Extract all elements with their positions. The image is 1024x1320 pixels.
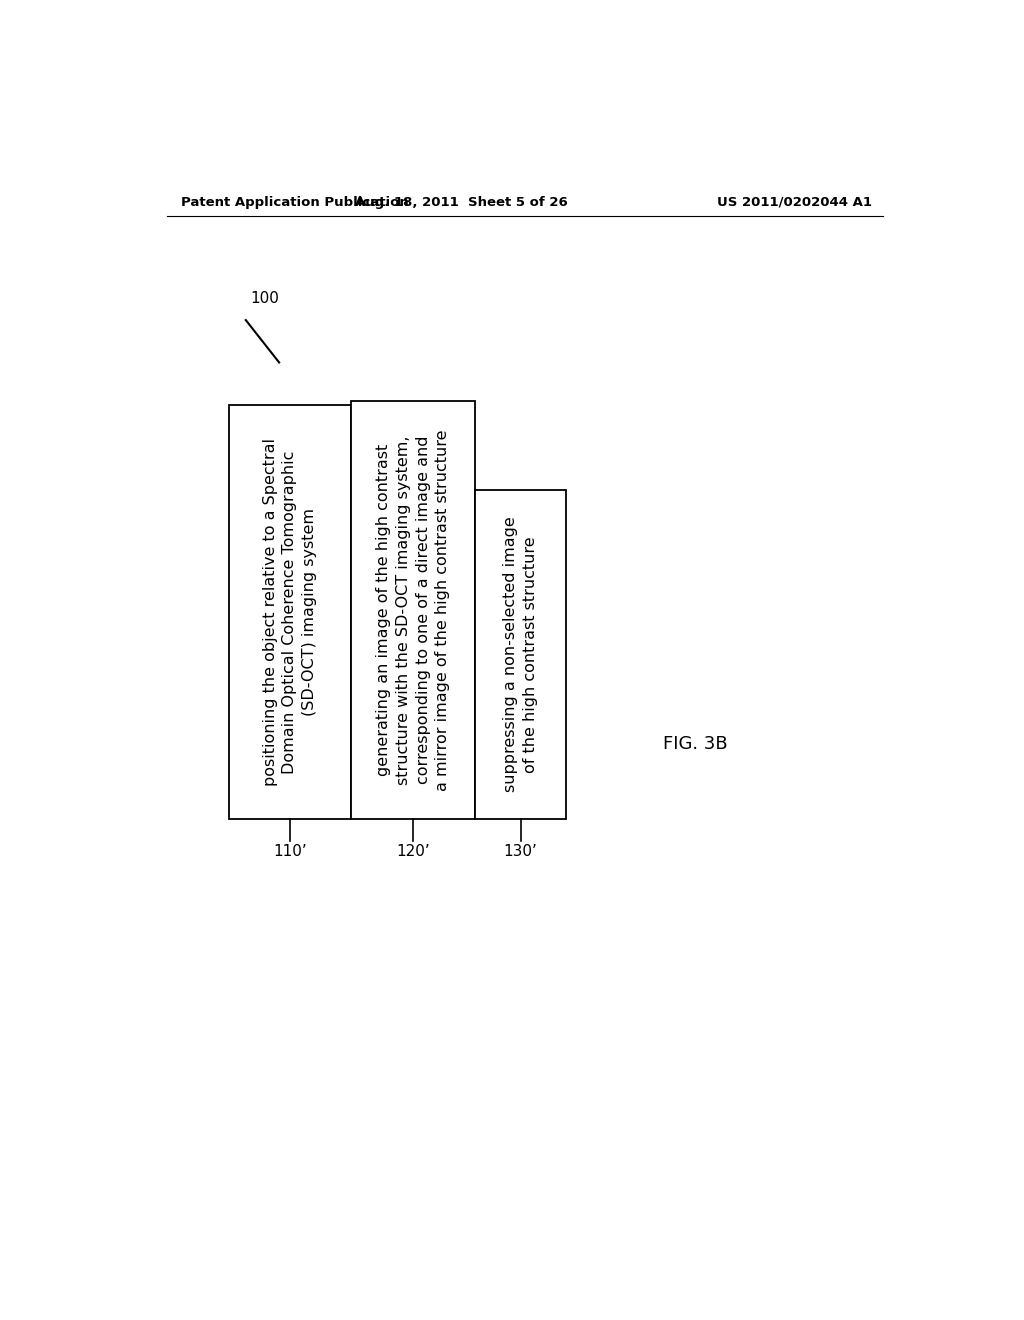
Text: generating an image of the high contrast
structure with the SD-OCT imaging syste: generating an image of the high contrast… — [376, 429, 451, 791]
Bar — [475, 490, 566, 818]
Text: 120’: 120’ — [396, 845, 430, 859]
Text: FIG. 3B: FIG. 3B — [663, 735, 727, 752]
Text: Patent Application Publication: Patent Application Publication — [180, 195, 409, 209]
Bar — [351, 401, 475, 818]
Text: suppressing a non-selected image
of the high contrast structure: suppressing a non-selected image of the … — [503, 516, 538, 792]
Text: 130’: 130’ — [504, 845, 538, 859]
Text: 110’: 110’ — [273, 845, 307, 859]
Text: Aug. 18, 2011  Sheet 5 of 26: Aug. 18, 2011 Sheet 5 of 26 — [355, 195, 567, 209]
Text: US 2011/0202044 A1: US 2011/0202044 A1 — [717, 195, 872, 209]
Text: 100: 100 — [251, 292, 280, 306]
Text: positioning the object relative to a Spectral
Domain Optical Coherence Tomograph: positioning the object relative to a Spe… — [263, 438, 317, 785]
Bar — [228, 405, 351, 818]
